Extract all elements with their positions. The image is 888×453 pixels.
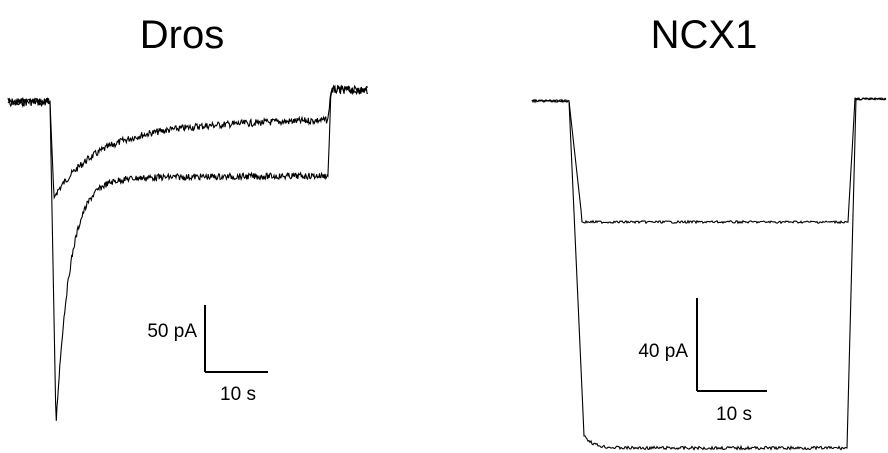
trace-dros-b [7,84,369,421]
trace-ncx1-a [531,97,887,225]
scale-label-time-ncx1: 10 s [716,404,752,425]
trace-dros-a [7,84,368,200]
scale-label-current-dros: 50 pA [147,321,197,342]
scale-label-time-dros: 10 s [220,384,256,405]
scale-bar-dros: 50 pA 10 s [147,305,268,405]
panel-title-ncx1: NCX1 [651,13,758,57]
trace-ncx1-b [531,97,887,451]
scale-label-current-ncx1: 40 pA [638,341,688,362]
panel-ncx1: NCX1 40 pA 10 s [531,13,887,451]
panel-title-dros: Dros [140,13,224,57]
scale-bar-ncx1: 40 pA 10 s [638,298,767,425]
panel-dros: Dros 50 pA 10 s [7,13,369,421]
